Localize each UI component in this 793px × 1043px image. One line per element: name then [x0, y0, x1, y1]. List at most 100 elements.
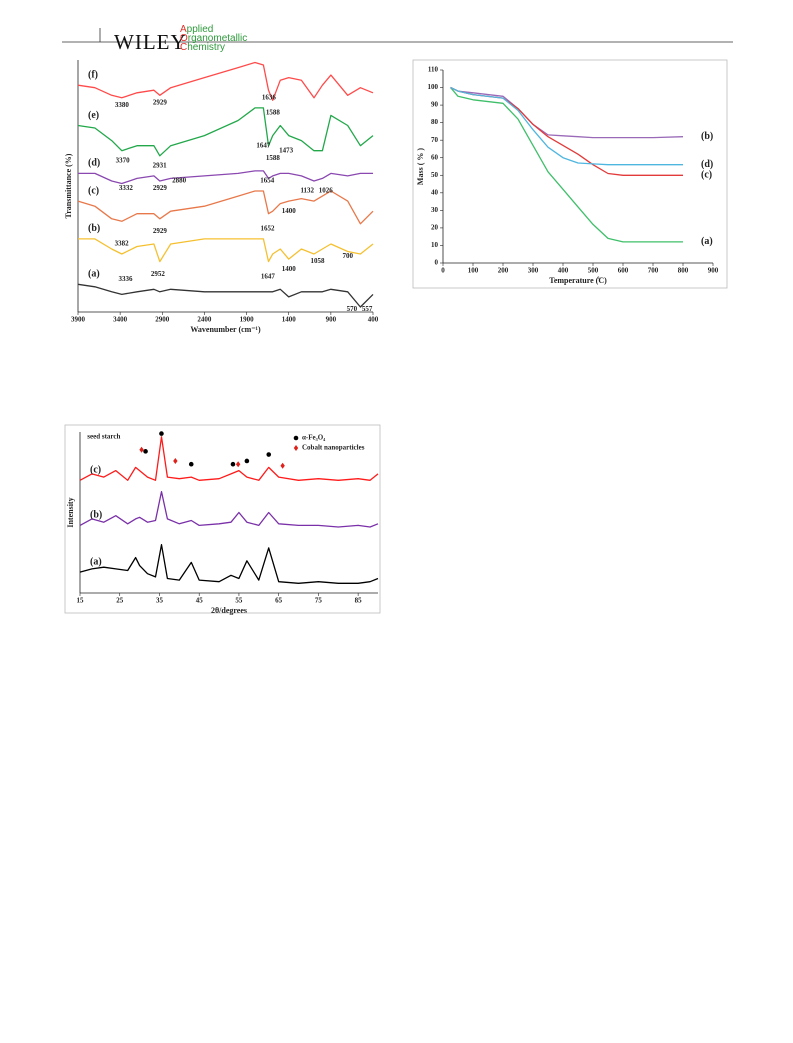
x-tick-label: 900: [326, 316, 337, 324]
y-tick-label: 20: [431, 224, 439, 232]
series-label: (b): [90, 510, 102, 521]
data-line: [77, 190, 374, 225]
series-label: (d): [88, 158, 100, 169]
annotation: 3332: [119, 184, 134, 192]
legend-label: α-Fe₃O₄: [302, 434, 326, 442]
annotation: 2929: [153, 184, 168, 192]
series-label: (f): [88, 69, 98, 80]
y-axis-label: Intensity: [66, 497, 75, 527]
series-label: (d): [701, 159, 713, 170]
data-line: [450, 86, 683, 166]
annotation: seed starch: [87, 432, 120, 440]
data-line: [79, 436, 379, 481]
data-line: [78, 170, 373, 185]
series-label: (c): [88, 185, 99, 196]
marker-dot: [143, 449, 148, 454]
x-tick-label: 700: [648, 267, 659, 275]
x-tick-label: 75: [315, 597, 323, 605]
annotation: 3336: [119, 275, 134, 283]
marker-diamond: [293, 445, 299, 451]
data-line: [77, 107, 374, 157]
marker-diamond: [139, 446, 144, 453]
x-tick-label: 85: [355, 597, 363, 605]
x-tick-label: 300: [528, 267, 539, 275]
x-tick-label: 15: [77, 597, 85, 605]
annotation: 1652: [260, 224, 275, 232]
x-tick-label: 65: [275, 597, 283, 605]
x-tick-label: 400: [368, 316, 379, 324]
annotation: 1588: [266, 154, 281, 162]
x-tick-label: 100: [468, 267, 479, 275]
annotation: 1400: [282, 265, 297, 273]
annotation: 1132: [300, 187, 314, 195]
annotation: 1636: [262, 93, 277, 101]
series-label: (c): [701, 170, 712, 181]
x-axis-label: 2θ/degrees: [211, 606, 247, 615]
legend-label: Cobalt nanoparticles: [302, 444, 365, 452]
series-label: (a): [701, 236, 713, 247]
annotation: 700: [342, 252, 353, 260]
annotation: 1400: [282, 207, 297, 215]
x-tick-label: 600: [618, 267, 629, 275]
x-tick-label: 200: [498, 267, 509, 275]
data-line: [450, 87, 683, 243]
x-tick-label: 2400: [197, 316, 212, 324]
x-tick-label: 3400: [113, 316, 128, 324]
y-tick-label: 70: [431, 136, 439, 144]
x-tick-label: 2900: [155, 316, 170, 324]
x-tick-label: 35: [156, 597, 164, 605]
annotation: 2929: [153, 98, 168, 106]
x-axis-label: Temperature (̊C): [549, 276, 607, 285]
annotation: 2952: [151, 270, 166, 278]
annotation: 1654: [260, 177, 275, 185]
y-tick-label: 10: [431, 241, 439, 249]
annotation: 1473: [279, 146, 294, 154]
marker-diamond: [235, 461, 241, 468]
annotation: 1058: [311, 257, 326, 265]
data-line: [450, 86, 684, 139]
y-tick-label: 110: [428, 66, 439, 74]
annotation: 1647: [261, 272, 276, 280]
y-tick-label: 40: [431, 188, 439, 196]
annotation: 2880: [172, 177, 187, 185]
series-label: (e): [88, 110, 99, 121]
x-tick-label: 55: [235, 597, 243, 605]
annotation: 3382: [115, 240, 130, 248]
series-label: (b): [701, 131, 713, 142]
x-tick-label: 0: [441, 267, 445, 275]
y-axis-label: Mass ( % ): [416, 148, 425, 185]
brand: WILEY: [114, 30, 187, 54]
annotation: 1647: [256, 141, 271, 149]
x-tick-label: 800: [678, 267, 689, 275]
x-tick-label: 900: [708, 267, 719, 275]
journal-line: Applied: [180, 24, 214, 35]
y-tick-label: 60: [431, 153, 439, 161]
journal-line: Organometallic: [180, 33, 248, 44]
y-tick-label: 30: [431, 206, 439, 214]
x-tick-label: 400: [558, 267, 569, 275]
y-tick-label: 100: [428, 83, 439, 91]
y-tick-label: 50: [431, 171, 439, 179]
marker-diamond: [280, 462, 285, 469]
annotation: 2929: [153, 227, 168, 235]
annotation: 2931: [153, 161, 168, 169]
marker-dot: [293, 435, 299, 441]
marker-dot: [188, 461, 194, 467]
x-tick-label: 500: [588, 267, 599, 275]
marker-diamond: [173, 457, 178, 464]
annotation: 570: [347, 305, 358, 313]
y-tick-label: 90: [431, 101, 439, 109]
y-tick-label: 0: [435, 259, 439, 267]
annotation: 3380: [115, 101, 130, 109]
x-tick-label: 25: [116, 597, 124, 605]
x-tick-label: 45: [196, 597, 204, 605]
data-line: [78, 238, 374, 263]
annotation: 1026: [319, 187, 334, 195]
y-axis-label: Transmittance (%): [64, 153, 73, 218]
series-label: (a): [90, 556, 102, 567]
figure-frame: [64, 424, 381, 614]
marker-dot: [230, 461, 236, 467]
x-axis-label: Wavenumber (cm⁻¹): [190, 325, 261, 334]
